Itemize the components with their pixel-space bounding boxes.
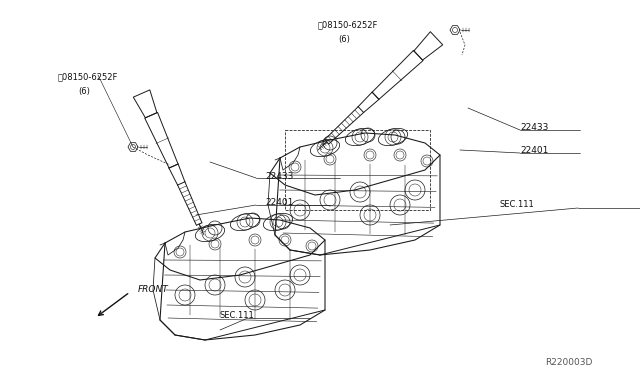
Text: R220003D: R220003D [545, 358, 593, 367]
Text: Ⓑ08150-6252F: Ⓑ08150-6252F [58, 72, 118, 81]
Text: SEC.111: SEC.111 [500, 200, 535, 209]
Text: Ⓑ08150-6252F: Ⓑ08150-6252F [318, 20, 378, 29]
Text: FRONT: FRONT [138, 285, 169, 294]
Text: 22433: 22433 [265, 172, 293, 181]
Text: (6): (6) [338, 35, 350, 44]
Text: (6): (6) [78, 87, 90, 96]
Text: SEC.111: SEC.111 [220, 311, 255, 320]
Text: 22401: 22401 [520, 146, 548, 155]
Text: 22401: 22401 [265, 198, 293, 207]
Text: 22433: 22433 [520, 123, 548, 132]
